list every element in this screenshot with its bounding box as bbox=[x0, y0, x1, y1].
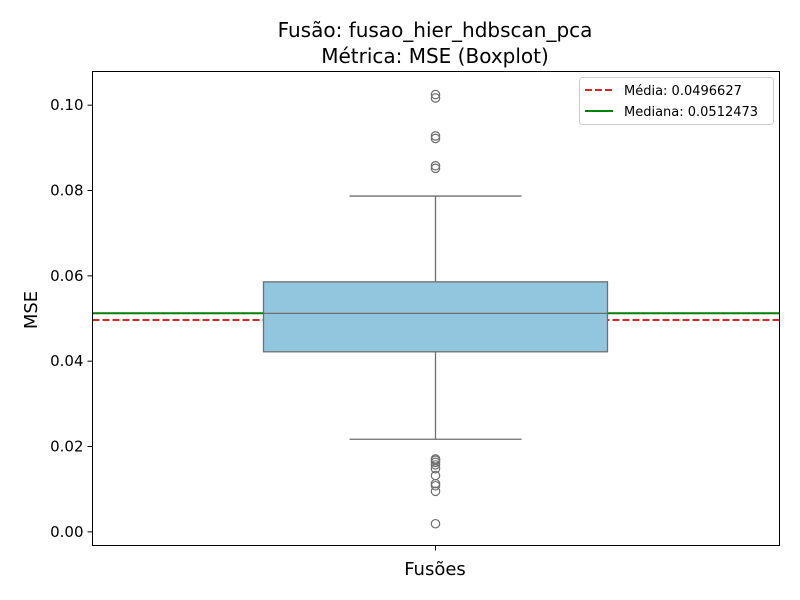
outlier-group bbox=[430, 89, 441, 529]
outlier-point bbox=[430, 93, 441, 103]
y-tick-label: 0.10 bbox=[50, 96, 83, 114]
y-tick-label: 0.06 bbox=[50, 267, 83, 285]
legend-mean-label: Média: 0.0496627 bbox=[624, 84, 742, 99]
outlier-point bbox=[430, 133, 441, 144]
box-group bbox=[262, 195, 609, 440]
legend-frame bbox=[579, 77, 774, 125]
y-tick-label: 0.00 bbox=[50, 523, 83, 541]
x-axis-label: Fusões bbox=[404, 559, 466, 580]
outlier-point bbox=[430, 454, 441, 464]
legend-median-label: Mediana: 0.0512473 bbox=[624, 105, 758, 120]
outlier-point bbox=[430, 486, 441, 497]
y-axis: 0.00 0.02 0.04 0.06 0.08 0.10 bbox=[50, 96, 93, 541]
y-tick-label: 0.04 bbox=[50, 352, 83, 370]
outlier-point bbox=[430, 518, 441, 529]
outlier-point bbox=[430, 131, 441, 141]
outlier-point bbox=[430, 160, 441, 171]
chart-subtitle: Métrica: MSE (Boxplot) bbox=[321, 44, 549, 68]
outlier-point bbox=[430, 89, 441, 100]
y-tick-label: 0.02 bbox=[50, 438, 83, 456]
outlier-point bbox=[430, 470, 441, 481]
y-tick-label: 0.08 bbox=[50, 182, 83, 200]
legend: Média: 0.0496627 Mediana: 0.0512473 bbox=[579, 77, 774, 125]
chart-title: Fusão: fusao_hier_hdbscan_pca bbox=[278, 18, 593, 42]
y-axis-label: MSE bbox=[21, 291, 42, 329]
iqr-box bbox=[262, 281, 609, 353]
outlier-point bbox=[430, 163, 441, 174]
outlier-point bbox=[430, 460, 441, 470]
